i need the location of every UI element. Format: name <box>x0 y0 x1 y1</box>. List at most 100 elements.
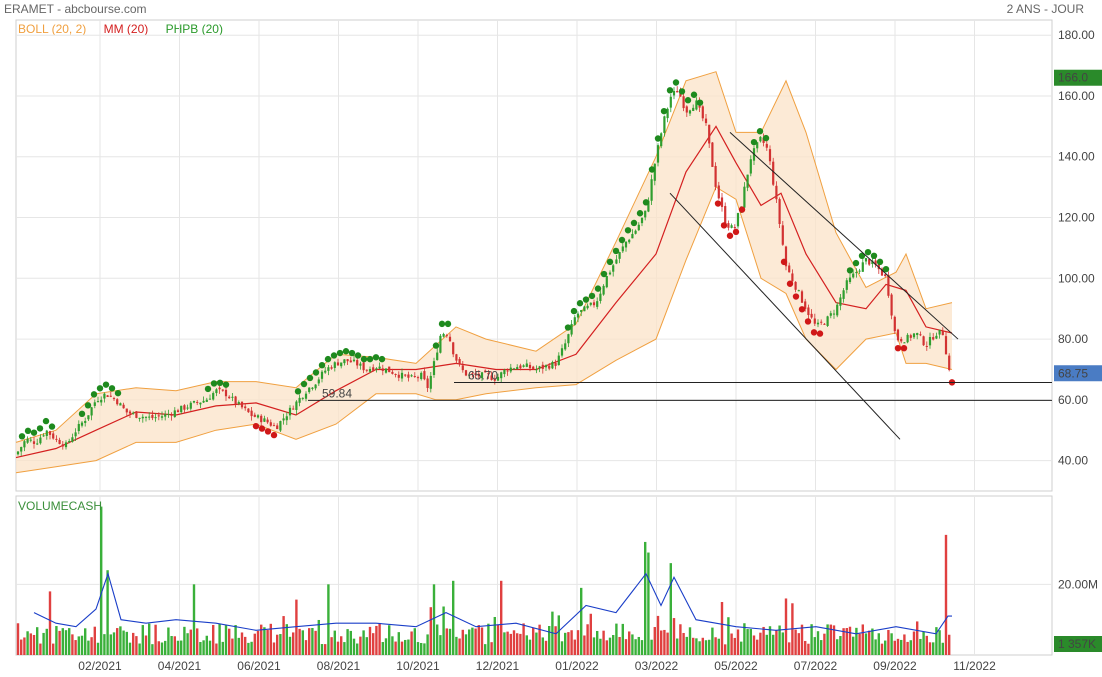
volume-bar <box>874 639 877 655</box>
candle-body <box>880 268 884 276</box>
candle-body <box>900 338 903 342</box>
candle-body <box>48 431 52 435</box>
volume-bar <box>167 627 170 655</box>
volume-bar <box>839 636 842 655</box>
y-tick-label: 80.00 <box>1058 332 1088 346</box>
volume-bar <box>26 631 29 655</box>
candle-body <box>570 323 573 335</box>
candle-body <box>228 396 231 399</box>
candle-body <box>538 366 541 369</box>
candle-body <box>432 361 436 376</box>
phpb-high-marker <box>756 128 764 135</box>
volume-bar <box>852 636 855 655</box>
volume-bar <box>285 624 288 655</box>
volume-bar <box>877 633 880 655</box>
candle-body <box>557 355 560 366</box>
volume-bar <box>727 617 730 655</box>
y-tick-label: 100.00 <box>1058 271 1095 285</box>
candle-body <box>794 281 797 290</box>
volume-bar <box>797 633 800 655</box>
volume-bar <box>586 624 589 655</box>
candle-body <box>804 301 807 310</box>
volume-bar <box>103 634 106 655</box>
volume-bar <box>842 628 845 655</box>
candle-body <box>634 230 637 234</box>
volume-bar <box>20 639 23 655</box>
candle-body <box>141 416 144 419</box>
volume-bar <box>532 627 535 655</box>
volume-bar <box>778 625 781 655</box>
candle-body <box>240 401 244 408</box>
candle-body <box>404 374 407 376</box>
candle-body <box>231 396 234 398</box>
candle-body <box>589 302 592 305</box>
candle-body <box>400 372 404 379</box>
candle-body <box>64 442 68 448</box>
volume-bar <box>752 635 756 655</box>
volume-bar <box>218 623 221 655</box>
candle-body <box>58 439 61 444</box>
phpb-low-marker <box>714 200 722 207</box>
volume-bar <box>36 627 39 655</box>
volume-bar <box>356 643 359 655</box>
candle-body <box>605 276 608 288</box>
candle-body <box>832 313 836 315</box>
candle-body <box>916 333 919 336</box>
candle-body <box>308 387 311 393</box>
candle-body <box>948 355 951 371</box>
volume-bar <box>720 602 724 655</box>
volume-bar <box>359 636 362 655</box>
phpb-high-marker <box>312 369 320 376</box>
phpb-high-marker <box>582 296 590 303</box>
phpb-low-marker <box>816 330 824 337</box>
volume-bar <box>410 631 413 655</box>
candle-body <box>413 376 416 378</box>
volume-bar <box>160 642 164 655</box>
candle-body <box>180 405 183 413</box>
candle-body <box>768 149 772 162</box>
candle-body <box>554 362 557 366</box>
volume-bar <box>384 638 388 655</box>
candle-body <box>263 418 266 422</box>
candle-body <box>160 416 164 418</box>
phpb-low-marker <box>900 344 908 352</box>
volume-bar <box>375 625 378 655</box>
volume-bar <box>423 643 426 655</box>
candle-body <box>359 363 362 366</box>
candle-body <box>202 400 205 403</box>
volume-bar <box>794 629 797 655</box>
candle-body <box>352 359 356 362</box>
candle-body <box>170 414 173 416</box>
candle-body <box>429 375 432 389</box>
x-tick-label: 12/2021 <box>476 659 520 673</box>
volume-bar <box>87 640 90 655</box>
volume-bar <box>244 636 247 655</box>
volume-bar <box>516 633 519 655</box>
volume-bar <box>116 628 119 655</box>
volume-bar <box>106 570 109 655</box>
candle-body <box>189 402 192 409</box>
candle-body <box>826 316 829 326</box>
candle-body <box>304 393 308 399</box>
phpb-high-marker <box>360 355 368 363</box>
candle-body <box>343 359 346 364</box>
volume-bar <box>48 591 52 655</box>
candle-body <box>423 371 426 380</box>
candle-body <box>544 365 548 368</box>
candle-body <box>765 143 768 148</box>
candle-body <box>669 96 672 108</box>
candle-body <box>756 142 759 149</box>
candle-body <box>36 443 39 445</box>
phpb-low-marker <box>720 222 728 229</box>
volume-bar <box>826 624 829 655</box>
candle-body <box>144 416 148 418</box>
y-tick-label: 180.00 <box>1058 28 1095 42</box>
candle-body <box>823 323 826 325</box>
candle-body <box>749 159 752 174</box>
phpb-high-marker <box>630 219 638 227</box>
phpb-low-marker <box>780 258 788 266</box>
candle-body <box>615 259 618 264</box>
candle-body <box>813 318 816 324</box>
candle-body <box>269 422 272 426</box>
volume-bar <box>189 629 192 655</box>
